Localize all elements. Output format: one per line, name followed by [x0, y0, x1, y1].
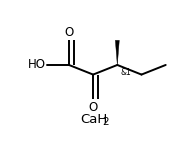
Text: HO: HO [28, 58, 46, 71]
Text: &1: &1 [121, 68, 132, 77]
Text: CaH: CaH [80, 113, 107, 126]
Polygon shape [115, 40, 119, 65]
Text: O: O [64, 26, 74, 39]
Text: 2: 2 [102, 117, 109, 127]
Text: O: O [89, 101, 98, 114]
